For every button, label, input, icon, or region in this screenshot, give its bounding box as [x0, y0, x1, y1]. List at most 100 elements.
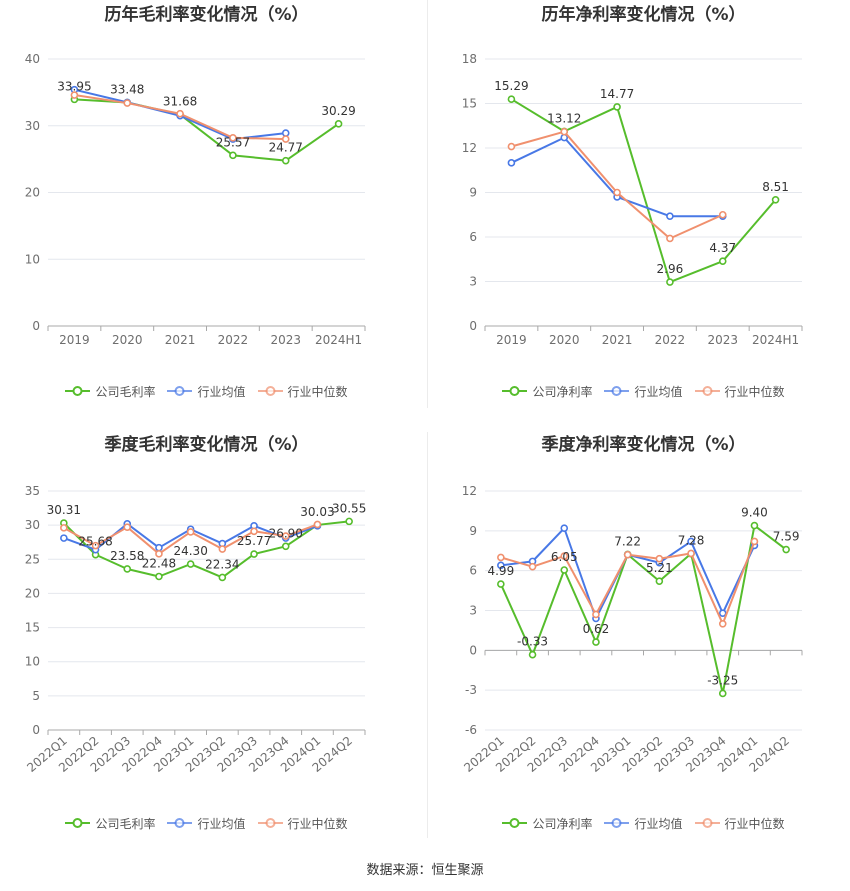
legend-item-industry-mean[interactable]: 行业均值: [167, 383, 246, 400]
legend-item-industry-mean[interactable]: 行业均值: [604, 383, 683, 400]
industry-mean-point[interactable]: [60, 534, 68, 542]
industry-mean-point[interactable]: [718, 609, 727, 617]
legend-item-industry-median[interactable]: 行业中位数: [694, 815, 785, 832]
industry-median-point[interactable]: [155, 550, 163, 558]
industry-mean-point[interactable]: [687, 537, 695, 546]
company-point[interactable]: [560, 566, 569, 574]
company-data-label: -0.33: [517, 635, 548, 649]
legend-item-industry-median[interactable]: 行业中位数: [257, 383, 348, 400]
industry-median-point[interactable]: [497, 553, 505, 562]
company-point[interactable]: [281, 542, 290, 551]
chart-legend: 公司毛利率 行业均值 行业中位数: [48, 814, 365, 832]
legend-item-industry-median[interactable]: 行业中位数: [257, 815, 348, 832]
company-point[interactable]: [123, 565, 132, 573]
y-tick-label: 20: [25, 186, 40, 200]
company-point[interactable]: [155, 572, 163, 581]
y-tick-label: 18: [462, 52, 477, 66]
y-tick-label: 6: [469, 230, 477, 244]
industry-median-point[interactable]: [528, 562, 537, 571]
industry-mean-point[interactable]: [281, 129, 290, 137]
company-data-label: 0.62: [583, 622, 610, 636]
chart-plot-area: 0 3 6 9 12 15 18 2019 2020 2021 2022 2023 2024H1 15.2…: [462, 52, 803, 347]
chart-title: 季度毛利率变化情况（%）: [104, 435, 309, 455]
industry-mean-point[interactable]: [666, 212, 674, 221]
industry-median-point[interactable]: [718, 619, 727, 628]
industry-median-point[interactable]: [507, 142, 516, 151]
company-point[interactable]: [229, 151, 237, 160]
y-tick-label: 0: [32, 319, 40, 333]
company-data-label: 6.05: [551, 550, 578, 564]
legend-item-industry-mean[interactable]: 行业均值: [604, 815, 683, 832]
industry-mean-point[interactable]: [507, 159, 516, 167]
legend-label: 行业中位数: [724, 384, 785, 399]
x-tick-label: 2023: [270, 333, 301, 347]
company-point[interactable]: [281, 156, 290, 165]
y-tick-label: -3: [465, 683, 477, 697]
industry-median-point[interactable]: [718, 210, 727, 219]
legend-item-company[interactable]: 公司毛利率: [65, 383, 155, 400]
company-point[interactable]: [528, 650, 537, 659]
industry-median-point[interactable]: [750, 537, 759, 546]
company-data-label: 25.57: [216, 135, 250, 149]
industry-median-point[interactable]: [560, 127, 569, 136]
industry-median-point[interactable]: [313, 520, 322, 529]
company-point[interactable]: [250, 550, 258, 558]
industry-median-point[interactable]: [281, 532, 290, 540]
industry-median-point[interactable]: [70, 91, 79, 99]
company-point[interactable]: [345, 517, 353, 526]
industry-mean-point[interactable]: [560, 524, 569, 532]
chart-plot-area: -6-30369122022Q12022Q22022Q32022Q42023Q1…: [461, 484, 803, 775]
company-point[interactable]: [666, 278, 674, 286]
industry-median-point[interactable]: [176, 109, 184, 118]
company-point[interactable]: [782, 545, 790, 554]
industry-mean-point[interactable]: [497, 561, 505, 570]
company-point[interactable]: [186, 560, 195, 568]
industry-median-point[interactable]: [250, 527, 258, 536]
industry-median-point[interactable]: [218, 545, 227, 553]
legend-item-industry-median[interactable]: 行业中位数: [694, 383, 785, 400]
legend-item-company[interactable]: 公司毛利率: [65, 815, 155, 832]
industry-median-point[interactable]: [281, 135, 290, 143]
legend-item-company[interactable]: 公司净利率: [502, 383, 592, 400]
industry-median-point[interactable]: [186, 528, 195, 536]
industry-median-point[interactable]: [60, 524, 68, 532]
industry-median-point[interactable]: [123, 99, 132, 107]
company-point[interactable]: [334, 120, 343, 128]
company-point[interactable]: [613, 103, 621, 111]
company-point[interactable]: [718, 257, 727, 265]
industry-median-point[interactable]: [623, 550, 632, 559]
legend-icon-marker: [702, 818, 712, 828]
legend-item-company[interactable]: 公司净利率: [502, 815, 592, 832]
industry-median-point[interactable]: [123, 523, 132, 531]
industry-median-point[interactable]: [655, 554, 664, 563]
company-data-label: 24.30: [173, 544, 207, 558]
company-point[interactable]: [771, 195, 780, 204]
industry-median-point[interactable]: [613, 188, 621, 197]
industry-median-point[interactable]: [666, 234, 674, 243]
industry-median-point[interactable]: [91, 541, 100, 550]
company-point[interactable]: [592, 638, 600, 646]
company-point[interactable]: [218, 573, 227, 582]
y-tick-label: 0: [32, 723, 40, 737]
legend-industry-median-icon: [694, 818, 720, 828]
industry-median-series: [507, 127, 727, 243]
y-tick-label: 30: [25, 119, 40, 133]
legend-item-industry-mean[interactable]: 行业均值: [167, 815, 246, 832]
industry-median-point[interactable]: [687, 549, 695, 558]
industry-median-point[interactable]: [592, 610, 600, 619]
company-point[interactable]: [718, 689, 727, 698]
company-point[interactable]: [497, 580, 505, 588]
company-point[interactable]: [750, 521, 759, 530]
y-tick-label: 20: [25, 586, 40, 600]
industry-median-series: [497, 537, 759, 628]
company-data-label: 7.22: [614, 534, 641, 548]
industry-median-point[interactable]: [229, 133, 237, 142]
legend-industry-mean-icon: [604, 818, 630, 828]
company-point[interactable]: [507, 95, 516, 103]
company-point[interactable]: [655, 577, 664, 585]
quarterly-gross-margin-chart: 季度毛利率变化情况（%） 0 5 10 15 20 25 30 35 2022Q1 2022Q2 2…: [0, 432, 425, 862]
y-tick-label: 5: [32, 689, 40, 703]
industry-median-point[interactable]: [560, 552, 569, 560]
industry-mean-point[interactable]: [155, 543, 163, 552]
chart-title: 历年净利率变化情况（%）: [541, 5, 746, 25]
